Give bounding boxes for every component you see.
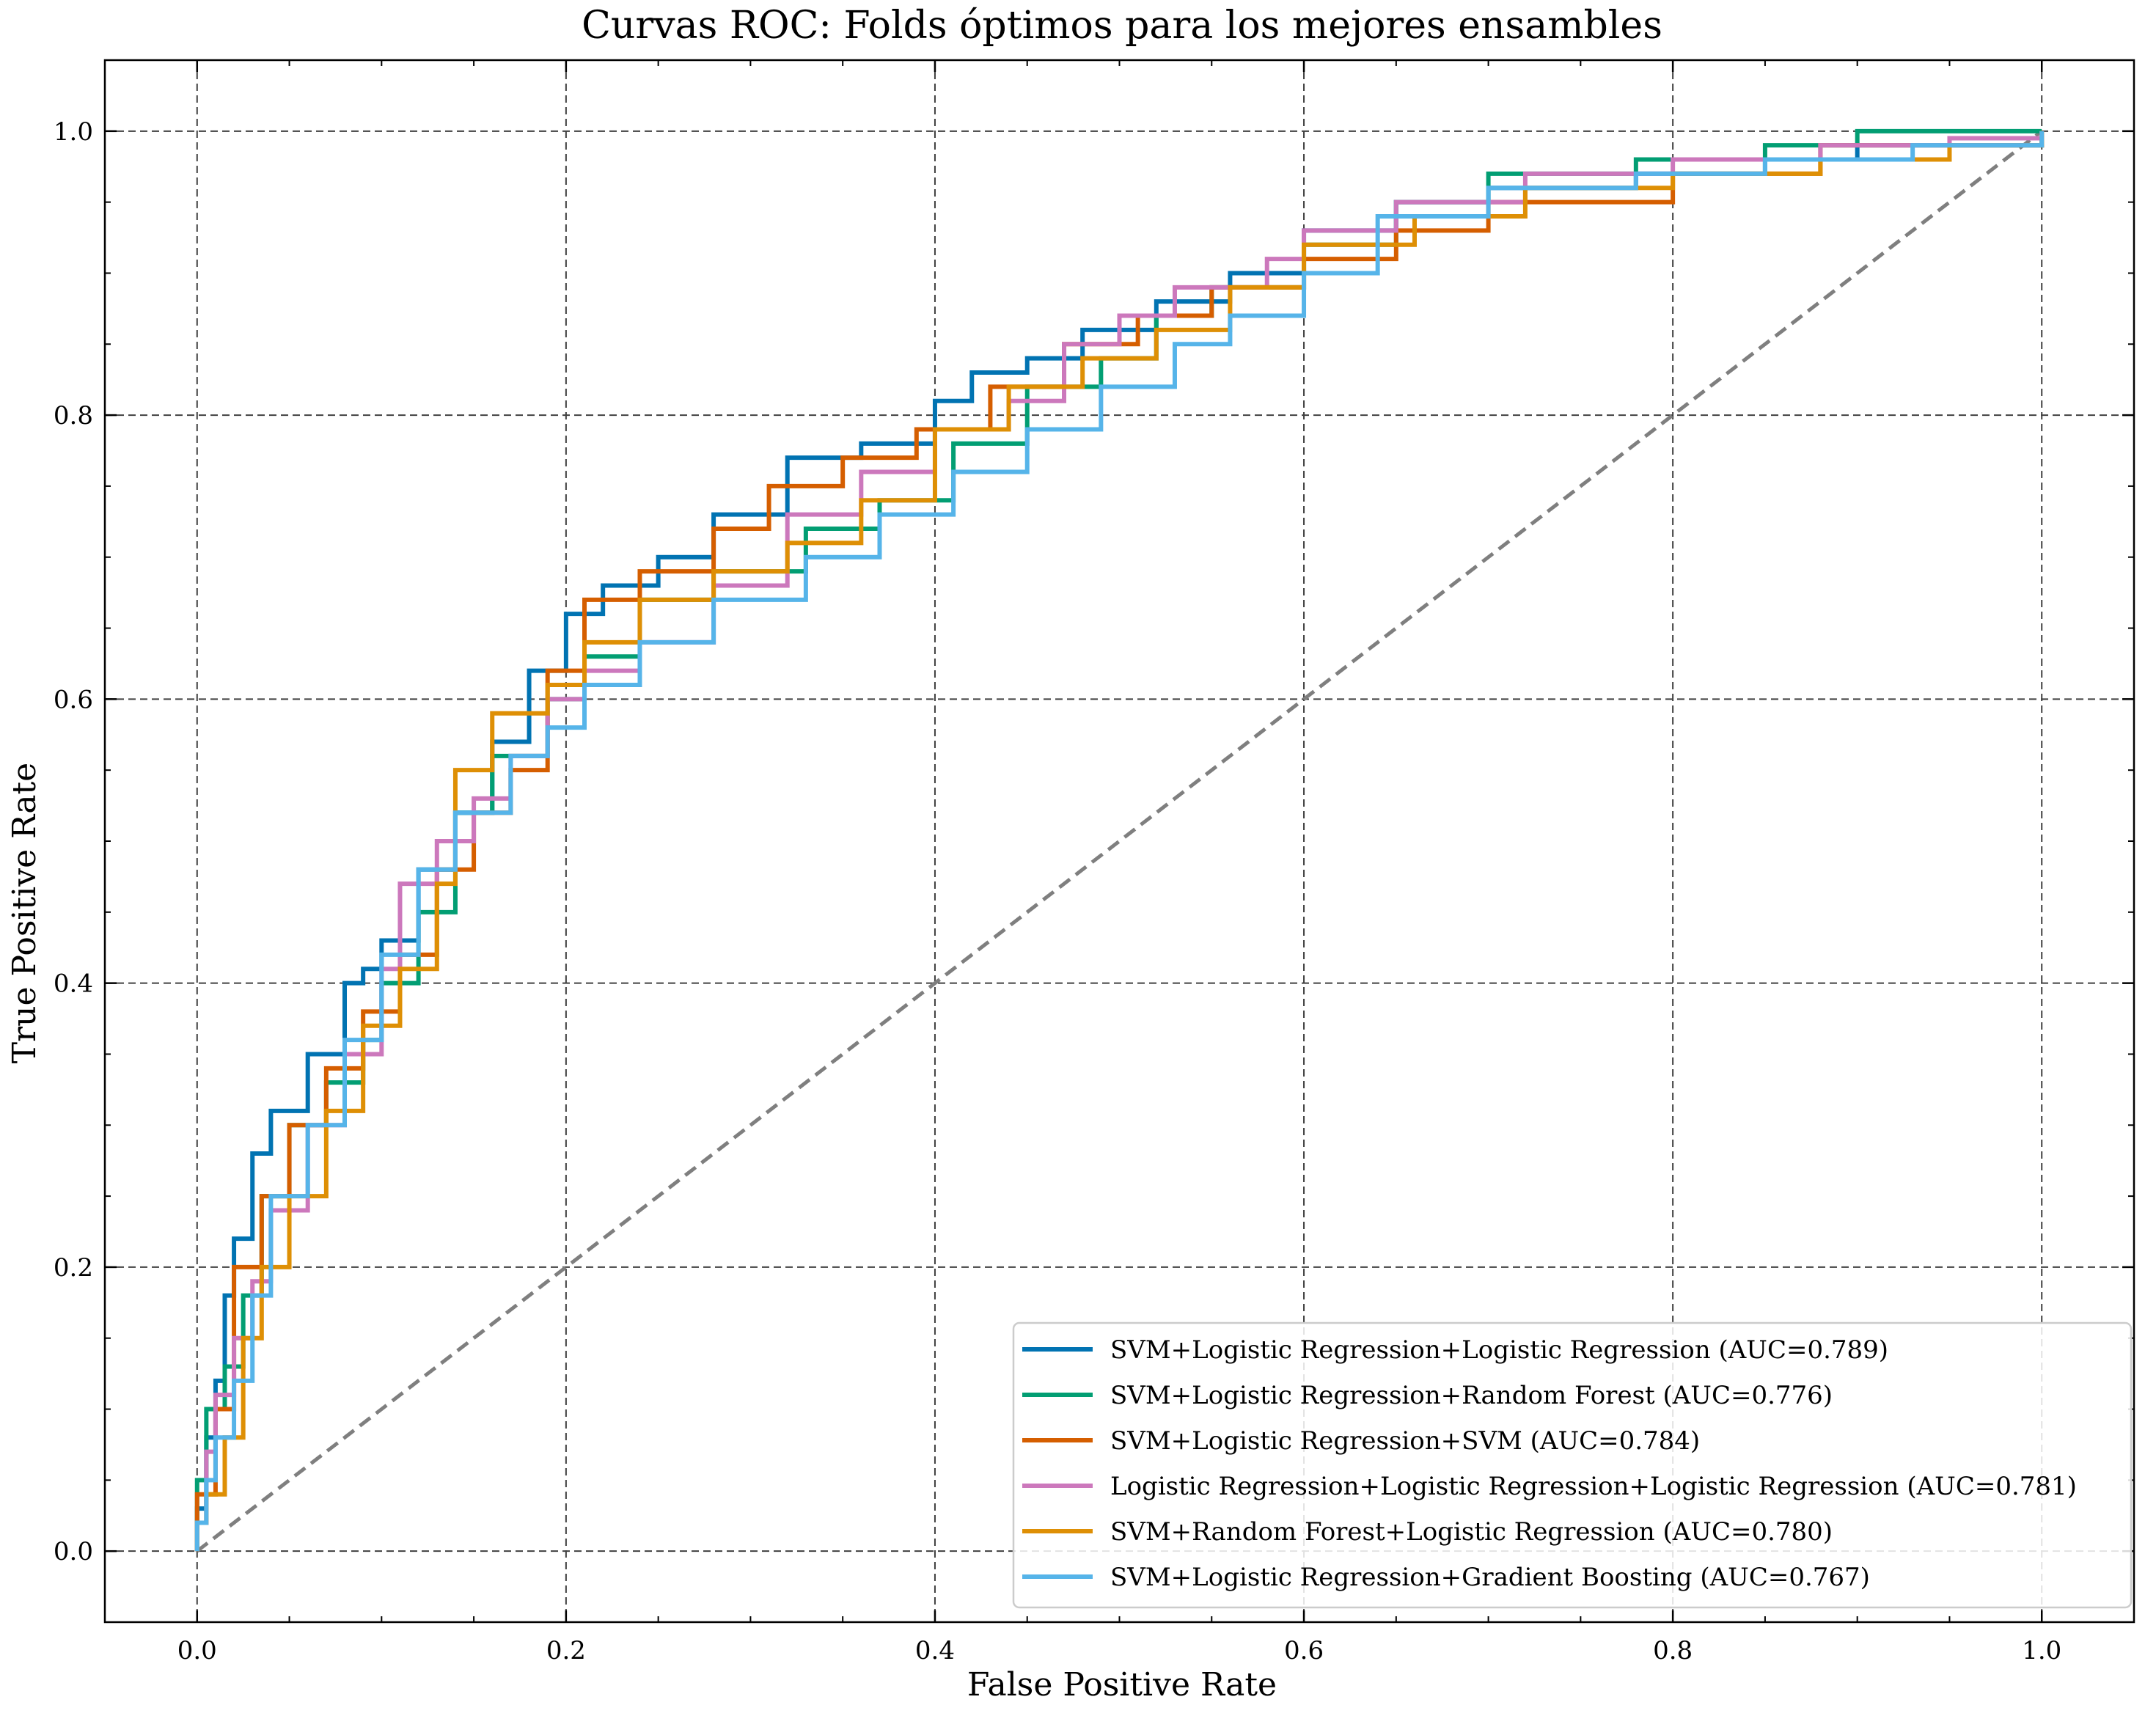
x-tick-label: 0.0: [177, 1636, 217, 1665]
x-tick-label: 0.2: [546, 1636, 586, 1665]
legend-label-3: SVM+Logistic Regression+SVM (AUC=0.784): [1110, 1426, 1700, 1456]
y-tick-label: 0.4: [54, 969, 93, 999]
legend-label-2: SVM+Logistic Regression+Random Forest (A…: [1110, 1381, 1833, 1410]
legend-label-5: SVM+Random Forest+Logistic Regression (A…: [1110, 1517, 1833, 1547]
y-axis-label: True Positive Rate: [6, 763, 43, 1063]
plot-frame: [103, 59, 2135, 1624]
legend-label-1: SVM+Logistic Regression+Logistic Regress…: [1110, 1335, 1888, 1365]
y-tick-label: 0.0: [54, 1537, 93, 1566]
legend-box: [1012, 1321, 2133, 1609]
roc-curve-6: [194, 131, 2045, 1552]
y-tick-label: 0.2: [54, 1253, 93, 1283]
y-tick-label: 0.6: [54, 685, 93, 714]
legend: SVM+Logistic Regression+Logistic Regress…: [1012, 1321, 2133, 1609]
roc-curve-3: [194, 131, 2045, 1552]
roc-series: [194, 128, 2045, 1552]
chance-diagonal: [196, 129, 2043, 1553]
y-tick-label: 1.0: [54, 117, 93, 147]
legend-label-6: SVM+Logistic Regression+Gradient Boostin…: [1110, 1563, 1870, 1592]
chart-title: Curvas ROC: Folds óptimos para los mejor…: [582, 4, 1662, 48]
y-tick-label: 0.8: [54, 401, 93, 430]
x-axis-label: False Positive Rate: [967, 1666, 1277, 1704]
x-tick-label: 0.8: [1653, 1636, 1693, 1665]
x-tick-label: 0.6: [1284, 1636, 1324, 1665]
x-tick-label: 1.0: [2022, 1636, 2061, 1665]
legend-label-4: Logistic Regression+Logistic Regression+…: [1110, 1472, 2077, 1501]
chance-diagonal-line: [196, 129, 2043, 1553]
x-tick-label: 0.4: [915, 1636, 955, 1665]
axis-ticks: 0.0 0.2 0.4 0.6 0.8 1.0 0.0 0.2 0.4 0.6 0.8 1.0: [54, 59, 2135, 1665]
legend-entries: SVM+Logistic Regression+Logistic Regress…: [1022, 1335, 2077, 1592]
